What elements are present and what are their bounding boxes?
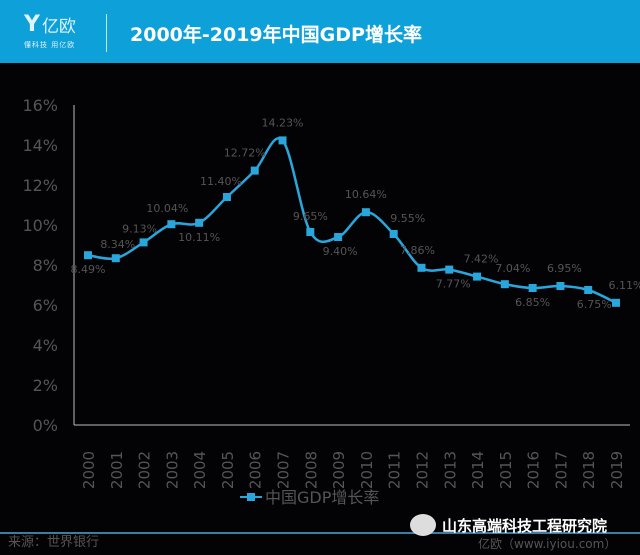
data-point bbox=[278, 136, 287, 145]
data-point bbox=[556, 282, 565, 290]
legend-marker bbox=[247, 493, 255, 501]
data-point bbox=[306, 228, 315, 236]
divider bbox=[106, 14, 107, 52]
x-tick-label: 2009 bbox=[330, 451, 348, 489]
data-point bbox=[473, 272, 482, 281]
data-label: 6.11% bbox=[609, 279, 640, 292]
logo-icon: Y bbox=[24, 12, 40, 37]
y-tick-label: 14% bbox=[22, 136, 58, 155]
data-label: 6.95% bbox=[547, 262, 582, 275]
header: Y 亿欧 懂科技 用亿欧 2000年-2019年中国GDP增长率 bbox=[0, 0, 640, 63]
data-label: 14.23% bbox=[262, 116, 304, 129]
footer-divider bbox=[0, 532, 640, 534]
data-label: 10.04% bbox=[146, 202, 188, 215]
data-point bbox=[84, 251, 92, 260]
y-tick-label: 0% bbox=[33, 416, 58, 435]
data-point bbox=[528, 284, 537, 292]
data-label: 10.11% bbox=[178, 231, 220, 244]
series-line bbox=[87, 137, 617, 304]
x-tick-label: 2019 bbox=[608, 451, 626, 489]
x-tick-label: 2007 bbox=[275, 451, 293, 489]
legend-label: 中国GDP增长率 bbox=[265, 488, 379, 507]
y-tick-label: 8% bbox=[33, 256, 58, 275]
y-tick-label: 4% bbox=[33, 336, 58, 355]
data-point bbox=[334, 233, 343, 241]
x-tick-label: 2012 bbox=[413, 451, 431, 489]
y-tick-label: 6% bbox=[33, 296, 58, 315]
x-tick-label: 2002 bbox=[136, 451, 154, 489]
data-label: 9.65% bbox=[293, 210, 328, 223]
data-point bbox=[612, 298, 620, 307]
x-tick-label: 2008 bbox=[302, 451, 320, 489]
data-point bbox=[167, 220, 176, 229]
source-text: 来源：世界银行 bbox=[8, 535, 100, 550]
x-tick-label: 2000 bbox=[80, 451, 98, 489]
x-tick-label: 2006 bbox=[247, 451, 265, 489]
data-point bbox=[195, 218, 204, 227]
data-label: 7.86% bbox=[400, 244, 435, 257]
x-tick-label: 2018 bbox=[580, 451, 598, 489]
data-label: 8.34% bbox=[100, 238, 135, 251]
logo-slogan: 懂科技 用亿欧 bbox=[24, 41, 76, 49]
data-point bbox=[417, 263, 426, 272]
x-tick-label: 2014 bbox=[469, 451, 487, 489]
data-point bbox=[500, 280, 509, 289]
watermark-text: 山东高端科技工程研究院 bbox=[442, 516, 608, 535]
x-tick-label: 2003 bbox=[163, 451, 181, 489]
line-chart: 0% 2% 4% 6% 8% 10% 12% 14% 16% 2000 2001 2002 2003 20… bbox=[22, 96, 640, 507]
data-label: 11.40% bbox=[200, 175, 242, 188]
data-label: 8.49% bbox=[71, 263, 106, 276]
data-label: 9.55% bbox=[390, 212, 425, 225]
page-title: 2000年-2019年中国GDP增长率 bbox=[130, 24, 422, 46]
watermark: 山东高端科技工程研究院 bbox=[410, 514, 607, 536]
logo-text: 亿欧 bbox=[41, 17, 76, 37]
data-label: 10.64% bbox=[345, 188, 387, 201]
y-tick-label: 12% bbox=[22, 176, 58, 195]
data-label: 6.85% bbox=[515, 296, 550, 309]
data-point bbox=[139, 238, 148, 247]
data-label: 9.13% bbox=[122, 222, 157, 235]
data-label: 7.04% bbox=[495, 262, 530, 275]
data-point bbox=[584, 286, 593, 294]
x-tick-label: 2015 bbox=[497, 451, 515, 489]
x-tick-label: 2001 bbox=[108, 451, 126, 489]
data-label: 9.40% bbox=[323, 245, 358, 258]
x-tick-label: 2010 bbox=[358, 451, 376, 489]
wechat-icon bbox=[410, 514, 436, 536]
data-point bbox=[361, 208, 370, 217]
x-tick-label: 2016 bbox=[525, 451, 543, 489]
x-tick-label: 2017 bbox=[552, 451, 570, 489]
y-tick-label: 2% bbox=[33, 376, 58, 395]
data-point bbox=[250, 166, 259, 175]
data-point bbox=[222, 193, 231, 201]
logo: Y 亿欧 懂科技 用亿欧 bbox=[24, 12, 76, 50]
y-tick-label: 10% bbox=[22, 216, 58, 235]
data-label: 12.72% bbox=[224, 147, 266, 160]
x-tick-label: 2005 bbox=[219, 451, 237, 489]
x-tick-label: 2011 bbox=[386, 451, 404, 489]
data-label: 6.75% bbox=[577, 298, 612, 311]
data-point bbox=[111, 254, 120, 263]
data-label: 7.77% bbox=[436, 278, 471, 291]
y-tick-label: 16% bbox=[22, 96, 58, 115]
data-point bbox=[445, 265, 454, 274]
data-point bbox=[389, 230, 398, 238]
x-tick-label: 2004 bbox=[191, 451, 209, 489]
credit-text: 亿欧（www.iyiou.com） bbox=[478, 537, 617, 551]
x-tick-label: 2013 bbox=[441, 451, 459, 489]
data-label: 7.42% bbox=[464, 253, 499, 266]
